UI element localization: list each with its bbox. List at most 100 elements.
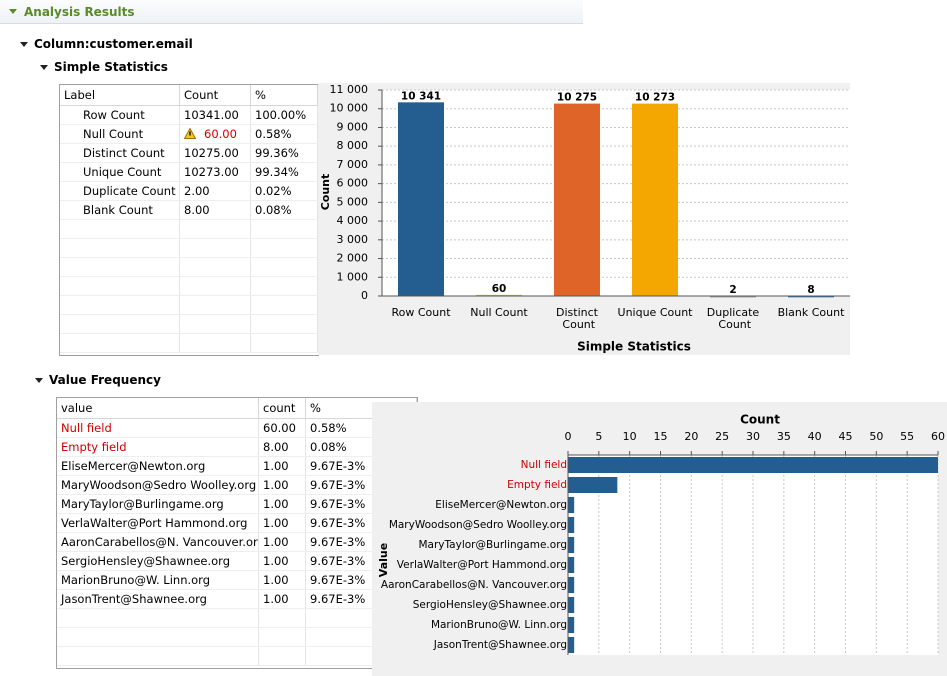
bar <box>568 557 575 573</box>
table-row[interactable]: Row Count 10341.00 100.00% <box>60 105 318 125</box>
table-row[interactable]: SergioHensley@Shawnee.org 1.00 9.67E-3% <box>57 551 417 571</box>
expand-icon[interactable] <box>40 65 48 70</box>
table-row[interactable]: Blank Count 8.00 0.08% <box>60 200 318 220</box>
table-cell: JasonTrent@Shawnee.org <box>57 589 259 609</box>
statistics-table: Label Count% Row Count 10341.00 100.00% Null … <box>59 84 319 356</box>
y-axis-title: Count <box>319 174 332 211</box>
table-cell: Row Count <box>60 105 180 125</box>
table-cell: 100.00% <box>250 105 318 125</box>
table-cell: Null Count <box>60 124 180 144</box>
table-row[interactable] <box>60 333 318 353</box>
expand-icon[interactable] <box>20 42 28 47</box>
table-row[interactable] <box>57 608 417 628</box>
table-cell <box>57 608 259 628</box>
table-cell: 0.08% <box>250 200 318 220</box>
table-row[interactable]: JasonTrent@Shawnee.org 1.00 9.67E-3% <box>57 589 417 609</box>
table-row[interactable] <box>60 276 318 296</box>
warning-mark <box>189 131 191 136</box>
table-cell: Unique Count <box>60 162 180 182</box>
y-axis-title: Value <box>377 543 390 577</box>
table-row[interactable]: Null field 60.00 0.58% <box>57 418 417 438</box>
table-cell: 60.00 <box>179 124 251 144</box>
table-row[interactable]: VerlaWalter@Port Hammond.org 1.00 9.67E-3% <box>57 513 417 533</box>
table-row[interactable]: Unique Count 10273.00 99.34% <box>60 162 318 182</box>
y-tick-label: 2 000 <box>337 252 369 265</box>
table-row[interactable] <box>57 646 417 666</box>
table-row[interactable]: Empty field 8.00 0.08% <box>57 437 417 457</box>
bar <box>568 617 575 633</box>
table-cell: 1.00 <box>258 570 306 590</box>
value-label: 10 341 <box>401 90 441 102</box>
table-cell: MarionBruno@W. Linn.org <box>57 570 259 590</box>
table-cell <box>250 333 318 353</box>
y-tick-label: JasonTrent@Shawnee.org <box>433 639 567 651</box>
x-tick-label: Row Count <box>391 306 451 319</box>
table-cell: EliseMercer@Newton.org <box>57 456 259 476</box>
table-row[interactable]: MaryWoodson@Sedro Woolley.org 1.00 9.67E-3… <box>57 475 417 495</box>
y-tick-label: 0 <box>361 289 368 302</box>
table-cell: 1.00 <box>258 456 306 476</box>
table-cell <box>60 219 180 239</box>
table-cell: Null field <box>57 418 259 438</box>
x-tick-label: Distinct Count <box>556 306 599 331</box>
table-row[interactable]: EliseMercer@Newton.org 1.00 9.67E-3% <box>57 456 417 476</box>
table-row[interactable]: value count% <box>57 398 417 419</box>
bar <box>398 102 444 296</box>
expand-icon[interactable] <box>35 378 43 383</box>
x-tick-label: 5 <box>595 430 602 443</box>
table-cell <box>250 219 318 239</box>
table-cell: 1.00 <box>258 551 306 571</box>
table-cell <box>258 608 306 628</box>
header-title: Analysis Results <box>24 5 135 19</box>
table-cell <box>250 314 318 334</box>
table-cell <box>179 276 251 296</box>
table-cell: 1.00 <box>258 532 306 552</box>
table-row[interactable]: Duplicate Count 2.00 0.02% <box>60 181 318 201</box>
bar <box>554 103 600 296</box>
x-tick-label: 45 <box>839 430 853 443</box>
table-cell <box>60 314 180 334</box>
value-label: 10 275 <box>557 92 597 104</box>
table-row[interactable]: MarionBruno@W. Linn.org 1.00 9.67E-3% <box>57 570 417 590</box>
table-cell: count <box>258 398 306 419</box>
table-cell: 99.36% <box>250 143 318 163</box>
table-row[interactable] <box>60 295 318 315</box>
table-cell: Label <box>60 85 180 106</box>
bar <box>568 517 575 533</box>
section-title: Value Frequency <box>49 373 161 387</box>
x-tick-label: Duplicate Count <box>707 306 760 331</box>
table-row[interactable] <box>60 314 318 334</box>
table-row[interactable]: Null Count 60.00 0.58% <box>60 124 318 144</box>
table-cell: 8.00 <box>179 200 251 220</box>
table-row[interactable] <box>60 219 318 239</box>
table-cell: 1.00 <box>258 513 306 533</box>
frequency-chart: 0 5 10 15 20 25 30 35 40 45 50 55 60 Null field Empty … <box>372 402 947 676</box>
table-cell <box>60 295 180 315</box>
warning-icon <box>183 127 197 139</box>
expand-icon[interactable] <box>9 9 17 14</box>
table-cell: 2.00 <box>179 181 251 201</box>
value-label: 10 273 <box>635 92 675 104</box>
y-tick-label: 4 000 <box>337 214 369 227</box>
bar <box>568 497 575 513</box>
table-cell <box>179 295 251 315</box>
x-tick-label: 15 <box>654 430 668 443</box>
y-tick-label: 3 000 <box>337 233 369 246</box>
y-tick-label: MaryWoodson@Sedro Woolley.org <box>389 519 567 531</box>
y-tick-label: 7 000 <box>337 158 369 171</box>
table-row[interactable] <box>60 257 318 277</box>
table-cell: 60.00 <box>258 418 306 438</box>
table-row[interactable]: MaryTaylor@Burlingame.org 1.00 9.67E-3% <box>57 494 417 514</box>
table-row[interactable]: AaronCarabellos@N. Vancouver.org 1.00 9.67… <box>57 532 417 552</box>
section-title: Column:customer.email <box>34 37 193 51</box>
table-cell <box>57 646 259 666</box>
table-row[interactable] <box>57 627 417 647</box>
x-tick-label: Null Count <box>470 306 528 319</box>
table-row[interactable] <box>60 238 318 258</box>
x-tick-label: Blank Count <box>778 306 846 319</box>
x-tick-label: Unique Count <box>618 306 694 319</box>
table-row[interactable]: Label Count% <box>60 85 318 106</box>
table-row[interactable]: Distinct Count 10275.00 99.36% <box>60 143 318 163</box>
table-cell <box>258 646 306 666</box>
header[interactable]: Analysis Results <box>0 0 583 24</box>
